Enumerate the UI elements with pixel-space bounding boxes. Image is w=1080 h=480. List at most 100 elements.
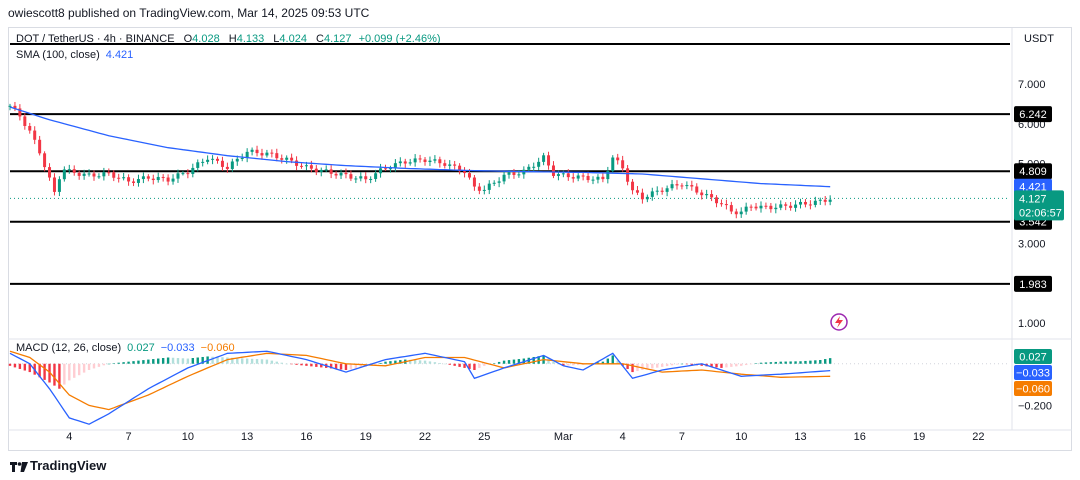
candle-body [8,105,12,107]
currency-label[interactable]: USDT [1024,33,1054,45]
candle-body [631,181,635,191]
ohlc-legend: DOT / TetherUS · 4h · BINANCE O4.028 H4.… [16,33,441,45]
macd-hist-bar [216,356,219,364]
change-value: +0.099 (+2.46%) [358,33,441,45]
countdown-label: 02:06:57 [1019,207,1062,219]
candle [220,156,224,171]
time-tick-label: 4 [620,431,626,443]
macd-hist-bar [166,357,170,364]
macd-hist-bar [680,363,684,365]
macd-hist-bar [690,363,694,365]
candle [354,176,358,184]
candle-body [527,166,531,170]
candle-body [191,167,195,174]
candle-body [670,184,674,189]
candle-body [186,173,190,175]
macd-hist-bar [394,360,397,364]
macd-hist-bar [260,359,264,364]
macd-hist-bar [339,363,343,370]
open-label: O [183,33,193,45]
macd-hist-tag [1014,349,1052,364]
candle [522,166,526,179]
macd-hist-bar [512,359,516,364]
candle-body [171,178,175,182]
macd-hist-bar [231,357,234,364]
macd-hist-bar [497,361,501,364]
close-label: C [316,33,324,45]
candle-body [48,167,52,178]
candle-body [769,205,773,210]
level-tag [1014,275,1052,292]
macd-hist-bar [23,363,27,371]
candle-body [275,153,279,159]
macd-legend[interactable]: MACD (12, 26, close) 0.027 −0.033 −0.060 [16,342,235,354]
candle-body [799,201,803,205]
candle-body [433,159,437,161]
symbol-name[interactable]: DOT / TetherUS · 4h · BINANCE [16,33,175,45]
candle [369,176,373,184]
macd-hist-bar [576,363,580,366]
candle [616,153,620,165]
candle-body [216,158,220,161]
macd-hist-bar [552,361,555,364]
candle-body [176,173,180,179]
macd-hist-bar [685,363,689,365]
candle [611,155,615,174]
macd-hist-bar [408,359,412,364]
sma-legend[interactable]: SMA (100, close) 4.421 [16,49,133,61]
candle-body [206,159,210,162]
candle-body [591,179,595,181]
candle-body [23,116,27,126]
candle [655,186,659,196]
candle [453,160,457,170]
candle-body [146,176,150,179]
macd-hist-bar [473,363,476,370]
tradingview-brand[interactable]: TradingView [10,458,106,473]
macd-hist-bar [241,358,244,364]
candle-body [280,158,284,160]
candle-body [453,164,457,166]
price-tick-label: 7.000 [1018,79,1046,91]
macd-hist-bar [161,358,165,364]
candle [497,177,501,188]
candle-body [309,165,313,169]
candle [171,174,175,185]
candle-body [136,179,140,183]
macd-hist-bar [107,363,111,365]
macd-hist-bar [147,359,150,364]
candle [28,122,32,134]
flash-icon[interactable] [830,313,848,331]
macd-hist-bar [720,363,723,368]
macd-hist-bar [275,361,278,364]
candle-body [497,181,501,183]
macd-hist-bar [492,363,496,364]
candle-body [463,171,467,174]
candle-body [225,166,229,169]
candle [270,149,274,158]
publish-info: owiescott8 published on TradingView.com,… [8,6,370,20]
candle-body [43,153,47,168]
candle [705,189,709,199]
macd-hist-bar [152,359,155,364]
candle-body [87,173,91,175]
candle [571,173,575,183]
macd-line-tag-label: −0.033 [1016,368,1050,380]
macd-hist-bar [448,363,451,365]
candle [537,157,541,171]
candle-body [660,190,664,192]
candle [379,163,383,178]
macd-hist-bar [651,363,654,369]
candle [141,172,145,184]
candle-body [413,158,417,163]
candle [428,156,432,167]
macd-hist-bar [744,363,748,366]
candle-body [245,151,249,158]
macd-hist-bar [196,357,199,364]
candle [186,169,190,179]
candle [413,154,417,167]
candle-body [586,175,590,181]
macd-hist-bar [660,363,664,367]
candle [458,163,462,175]
candle [734,208,738,219]
